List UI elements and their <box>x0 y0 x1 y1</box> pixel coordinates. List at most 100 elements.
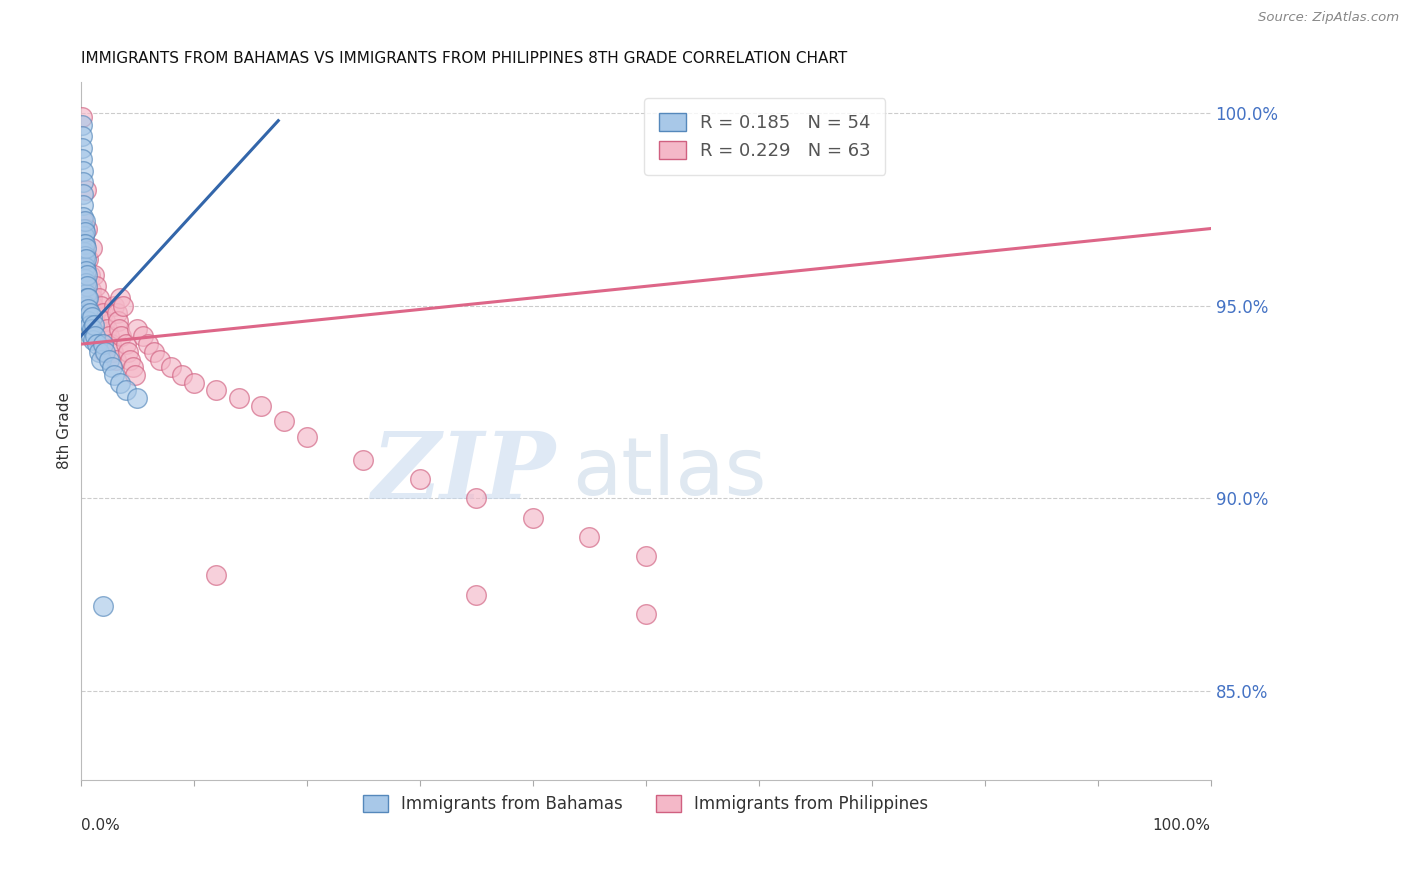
Y-axis label: 8th Grade: 8th Grade <box>58 392 72 469</box>
Point <box>82 334 104 348</box>
Point <box>160 360 183 375</box>
Point <box>112 299 135 313</box>
Point <box>183 376 205 390</box>
Point <box>76 291 98 305</box>
Point <box>73 271 96 285</box>
Point <box>73 248 96 262</box>
Point <box>104 352 127 367</box>
Point <box>295 430 318 444</box>
Text: IMMIGRANTS FROM BAHAMAS VS IMMIGRANTS FROM PHILIPPINES 8TH GRADE CORRELATION CHA: IMMIGRANTS FROM BAHAMAS VS IMMIGRANTS FR… <box>80 51 846 66</box>
Point <box>121 360 143 375</box>
Point <box>465 588 488 602</box>
Point <box>634 607 657 621</box>
Point <box>73 229 96 244</box>
Point <box>77 314 100 328</box>
Point <box>75 264 97 278</box>
Point <box>578 530 600 544</box>
Point <box>172 368 194 382</box>
Point <box>136 337 159 351</box>
Point <box>250 399 273 413</box>
Point <box>108 322 131 336</box>
Point <box>91 306 114 320</box>
Point <box>83 318 105 332</box>
Point <box>91 337 114 351</box>
Point <box>79 306 101 320</box>
Point <box>84 306 107 320</box>
Point <box>77 302 100 317</box>
Point <box>408 472 430 486</box>
Point <box>72 214 94 228</box>
Point <box>76 221 98 235</box>
Point <box>103 368 125 382</box>
Point <box>103 344 125 359</box>
Point <box>79 329 101 343</box>
Point <box>94 314 117 328</box>
Point <box>117 344 139 359</box>
Point <box>76 268 98 282</box>
Point <box>72 210 94 224</box>
Point <box>94 344 117 359</box>
Point <box>80 322 103 336</box>
Point <box>77 291 100 305</box>
Point <box>70 118 93 132</box>
Point <box>97 329 120 343</box>
Point <box>72 163 94 178</box>
Point <box>72 186 94 201</box>
Point <box>86 337 108 351</box>
Point <box>91 337 114 351</box>
Point <box>522 510 544 524</box>
Point <box>73 260 96 274</box>
Point <box>75 241 97 255</box>
Point <box>72 175 94 189</box>
Point <box>120 352 142 367</box>
Point <box>97 352 120 367</box>
Point <box>100 337 122 351</box>
Text: atlas: atlas <box>572 434 766 512</box>
Point <box>79 268 101 282</box>
Point <box>73 276 96 290</box>
Point <box>75 183 97 197</box>
Point <box>70 152 93 166</box>
Point <box>352 452 374 467</box>
Point <box>149 352 172 367</box>
Point <box>143 344 166 359</box>
Point <box>125 391 148 405</box>
Point <box>96 322 118 336</box>
Text: ZIP: ZIP <box>371 428 555 517</box>
Point <box>75 287 97 301</box>
Point <box>93 344 115 359</box>
Point <box>80 291 103 305</box>
Point <box>82 299 104 313</box>
Point <box>86 318 108 332</box>
Point <box>80 310 103 325</box>
Point <box>73 252 96 267</box>
Point <box>73 226 96 240</box>
Point <box>70 129 93 144</box>
Point <box>83 268 105 282</box>
Point <box>84 329 107 343</box>
Point <box>205 384 228 398</box>
Point <box>86 279 108 293</box>
Point <box>76 279 98 293</box>
Point <box>79 283 101 297</box>
Point <box>73 244 96 259</box>
Point <box>77 252 100 267</box>
Point <box>465 491 488 506</box>
Point <box>75 276 97 290</box>
Point <box>107 314 129 328</box>
Point <box>90 352 112 367</box>
Point <box>87 291 110 305</box>
Point <box>72 198 94 212</box>
Text: Source: ZipAtlas.com: Source: ZipAtlas.com <box>1258 11 1399 24</box>
Point <box>73 237 96 252</box>
Point <box>73 221 96 235</box>
Point <box>70 141 93 155</box>
Point <box>228 391 250 405</box>
Point <box>205 568 228 582</box>
Text: 100.0%: 100.0% <box>1153 818 1211 833</box>
Point <box>73 214 96 228</box>
Legend: Immigrants from Bahamas, Immigrants from Philippines: Immigrants from Bahamas, Immigrants from… <box>356 789 935 820</box>
Text: 0.0%: 0.0% <box>80 818 120 833</box>
Point <box>73 237 96 252</box>
Point <box>114 384 136 398</box>
